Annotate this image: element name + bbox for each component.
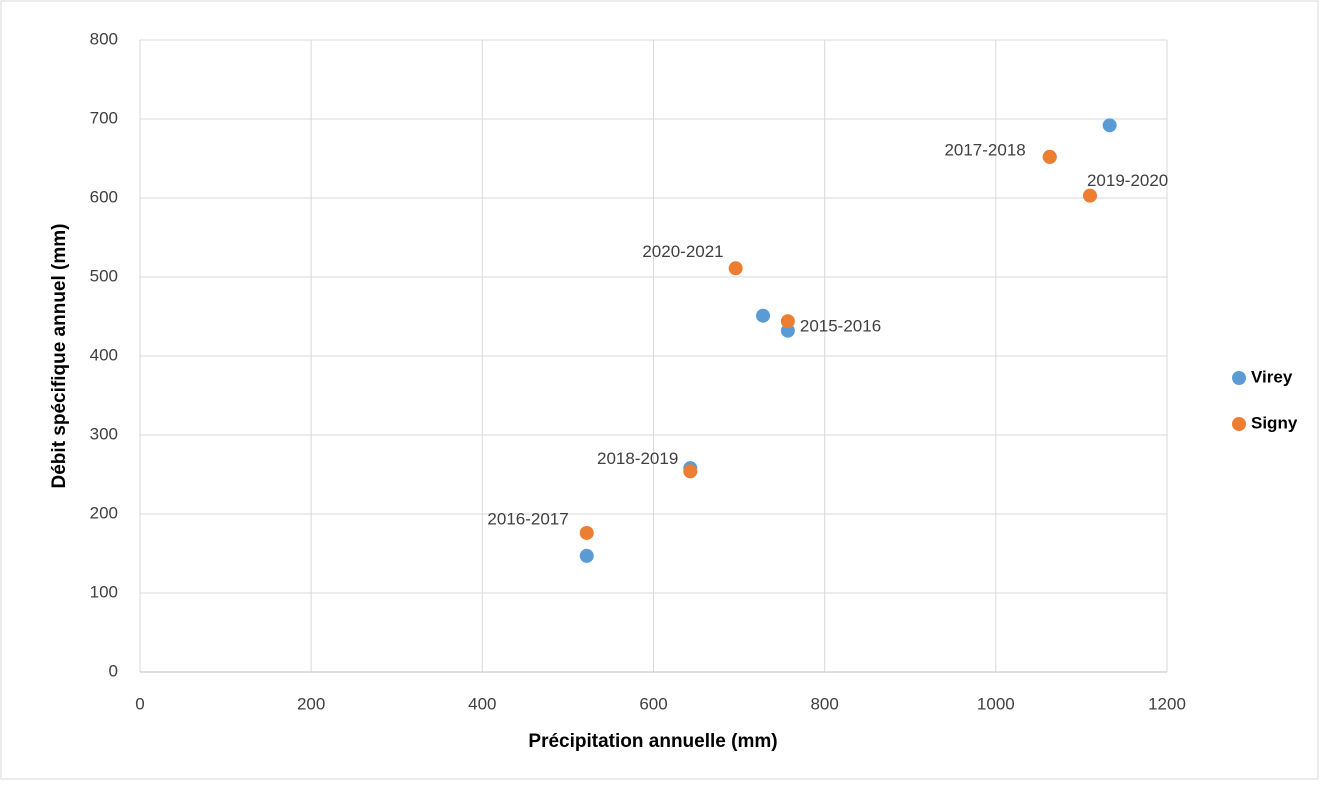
x-tick-label: 0 (135, 694, 144, 713)
point-label: 2020-2021 (642, 242, 723, 261)
x-tick-label: 800 (810, 694, 838, 713)
point-label: 2017-2018 (944, 140, 1025, 159)
x-tick-label: 1200 (1148, 694, 1186, 713)
x-tick-label: 200 (297, 694, 325, 713)
y-axis-title: Débit spécifique annuel (mm) (49, 224, 70, 489)
x-tick-label: 1000 (977, 694, 1015, 713)
point (1102, 118, 1117, 133)
point (1082, 188, 1097, 203)
point (1042, 149, 1057, 164)
point (780, 314, 795, 329)
point (683, 464, 698, 479)
point-label: 2015-2016 (800, 317, 881, 336)
y-tick-label: 100 (90, 582, 118, 601)
legend-marker (1232, 371, 1246, 385)
point (579, 525, 594, 540)
y-tick-label: 600 (90, 187, 118, 206)
legend-label: Signy (1251, 413, 1298, 432)
y-tick-label: 400 (90, 345, 118, 364)
y-tick-label: 0 (109, 661, 118, 680)
point (756, 308, 771, 323)
x-tick-label: 600 (639, 694, 667, 713)
point-label: 2019-2020 (1087, 171, 1168, 190)
y-tick-label: 500 (90, 266, 118, 285)
point-label: 2016-2017 (487, 509, 568, 528)
x-axis-title: Précipitation annuelle (mm) (528, 731, 777, 752)
y-tick-label: 700 (90, 108, 118, 127)
legend-marker (1232, 417, 1246, 431)
legend-label: Virey (1251, 367, 1293, 386)
y-tick-label: 200 (90, 503, 118, 522)
x-tick-label: 400 (468, 694, 496, 713)
y-tick-label: 300 (90, 424, 118, 443)
y-tick-label: 800 (90, 29, 118, 48)
point-label: 2018-2019 (597, 449, 678, 468)
point (728, 261, 743, 276)
point (579, 548, 594, 563)
